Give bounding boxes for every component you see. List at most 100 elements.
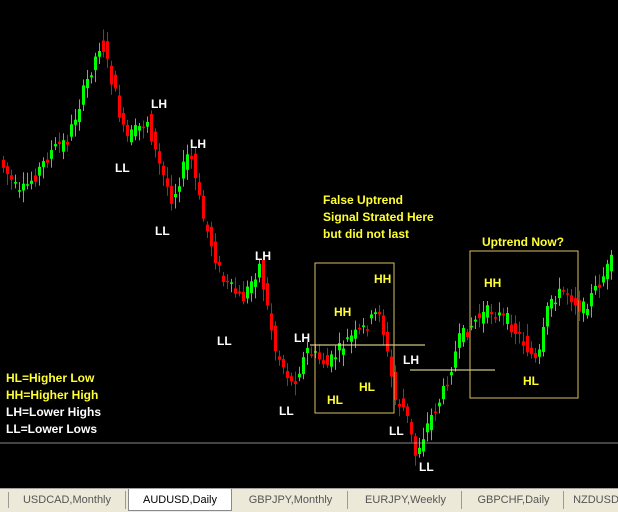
candle-body xyxy=(302,357,305,375)
candle-body xyxy=(366,329,369,331)
candle-body xyxy=(174,194,177,198)
candle-body xyxy=(554,302,557,305)
candle-body xyxy=(422,439,425,452)
candle-body xyxy=(370,314,373,319)
candle-body xyxy=(350,335,353,342)
candle-body xyxy=(346,337,349,339)
candle-body xyxy=(178,186,181,192)
chart-legend: HL=Higher Low HH=Higher High LH=Lower Hi… xyxy=(6,370,101,438)
tab-gbpjpy-monthly[interactable]: GBPJPY,Monthly xyxy=(234,491,348,509)
tab-usdcad-monthly[interactable]: USDCAD,Monthly xyxy=(9,491,126,509)
candle-body xyxy=(30,180,33,184)
candle-body xyxy=(234,288,237,294)
price-chart[interactable]: LH LL LH LL LH LL LH LL LH LL LL HH HH H… xyxy=(0,0,618,488)
candle-body xyxy=(378,312,381,315)
candle-body xyxy=(126,124,129,137)
candle-body xyxy=(106,41,109,59)
candle-body xyxy=(70,124,73,137)
candle-body xyxy=(138,126,141,131)
tab-eurjpy-weekly[interactable]: EURJPY,Weekly xyxy=(350,491,462,509)
candle-body xyxy=(206,224,209,232)
candle-body xyxy=(10,175,13,180)
candle-body xyxy=(310,354,313,356)
candle-body xyxy=(402,398,405,408)
candle-body xyxy=(278,356,281,360)
candle-body xyxy=(454,351,457,368)
false-uptrend-box xyxy=(314,262,395,414)
label-hl-uptrend: HL xyxy=(523,374,539,388)
candle-body xyxy=(6,166,9,175)
candle-body xyxy=(326,355,329,365)
candle-body xyxy=(458,333,461,348)
candlestick-plot[interactable] xyxy=(0,0,618,488)
candle-body xyxy=(242,291,245,302)
candle-body xyxy=(606,264,609,280)
candle-body xyxy=(166,178,169,187)
candle-body xyxy=(462,328,465,343)
tab-gbpchf-daily[interactable]: GBPCHF,Daily xyxy=(464,491,564,509)
candle-body xyxy=(202,195,205,219)
candle-body xyxy=(50,150,53,159)
candle-body xyxy=(250,281,253,293)
candle-body xyxy=(550,298,553,309)
candle-body xyxy=(414,436,417,456)
candle-body xyxy=(150,114,153,142)
candle-body xyxy=(230,282,233,284)
candle-body xyxy=(190,155,193,160)
candle-body xyxy=(538,349,541,357)
candle-body xyxy=(114,74,117,89)
candle-body xyxy=(122,112,125,125)
candle-body xyxy=(110,65,113,85)
candle-body xyxy=(482,311,485,324)
candle-body xyxy=(54,144,57,147)
candle-body xyxy=(358,327,361,330)
candle-body xyxy=(58,141,61,145)
candle-body xyxy=(562,290,565,292)
candle-body xyxy=(438,402,441,407)
candle-body xyxy=(238,291,241,294)
candle-body xyxy=(406,406,409,416)
candle-body xyxy=(506,313,509,324)
candle-body xyxy=(82,85,85,105)
candle-body xyxy=(434,411,437,414)
candle-body xyxy=(170,186,173,204)
candle-body xyxy=(546,306,549,327)
legend-lh: LH=Lower Highs xyxy=(6,405,102,419)
label-lh-1: LH xyxy=(151,97,167,111)
candle-body xyxy=(566,293,569,295)
label-lh-3: LH xyxy=(255,249,271,263)
candle-body xyxy=(282,359,285,368)
candle-body xyxy=(490,312,493,315)
candle-body xyxy=(598,284,601,288)
candle-body xyxy=(186,154,189,170)
tab-nzdusd[interactable]: NZDUSD xyxy=(573,494,618,506)
candle-body xyxy=(62,140,65,152)
label-hl-box-1: HL xyxy=(327,393,343,407)
candle-body xyxy=(382,315,385,335)
candle-body xyxy=(494,317,497,319)
candle-body xyxy=(66,141,69,145)
candle-body xyxy=(74,119,77,125)
candle-body xyxy=(442,386,445,400)
candle-body xyxy=(42,161,45,168)
note-false-uptrend-1: False Uptrend xyxy=(323,193,404,207)
candle-body xyxy=(130,129,133,143)
candle-body xyxy=(474,319,477,322)
candle-body xyxy=(38,166,41,176)
label-ll-2: LL xyxy=(155,224,170,238)
candle-body xyxy=(118,95,121,118)
candle-body xyxy=(274,325,277,352)
candle-body xyxy=(602,276,605,283)
candle-body xyxy=(318,352,321,360)
candle-body xyxy=(94,56,97,71)
candle-body xyxy=(46,159,49,163)
tab-scroll-handle[interactable] xyxy=(0,492,9,508)
candle-body xyxy=(198,182,201,196)
candle-body xyxy=(194,153,197,179)
candle-body xyxy=(18,190,21,192)
candle-body xyxy=(266,283,269,306)
candle-body xyxy=(418,447,421,455)
tab-audusd-daily[interactable]: AUDUSD,Daily xyxy=(128,489,232,511)
candle-body xyxy=(594,285,597,291)
candle-body xyxy=(14,182,17,184)
